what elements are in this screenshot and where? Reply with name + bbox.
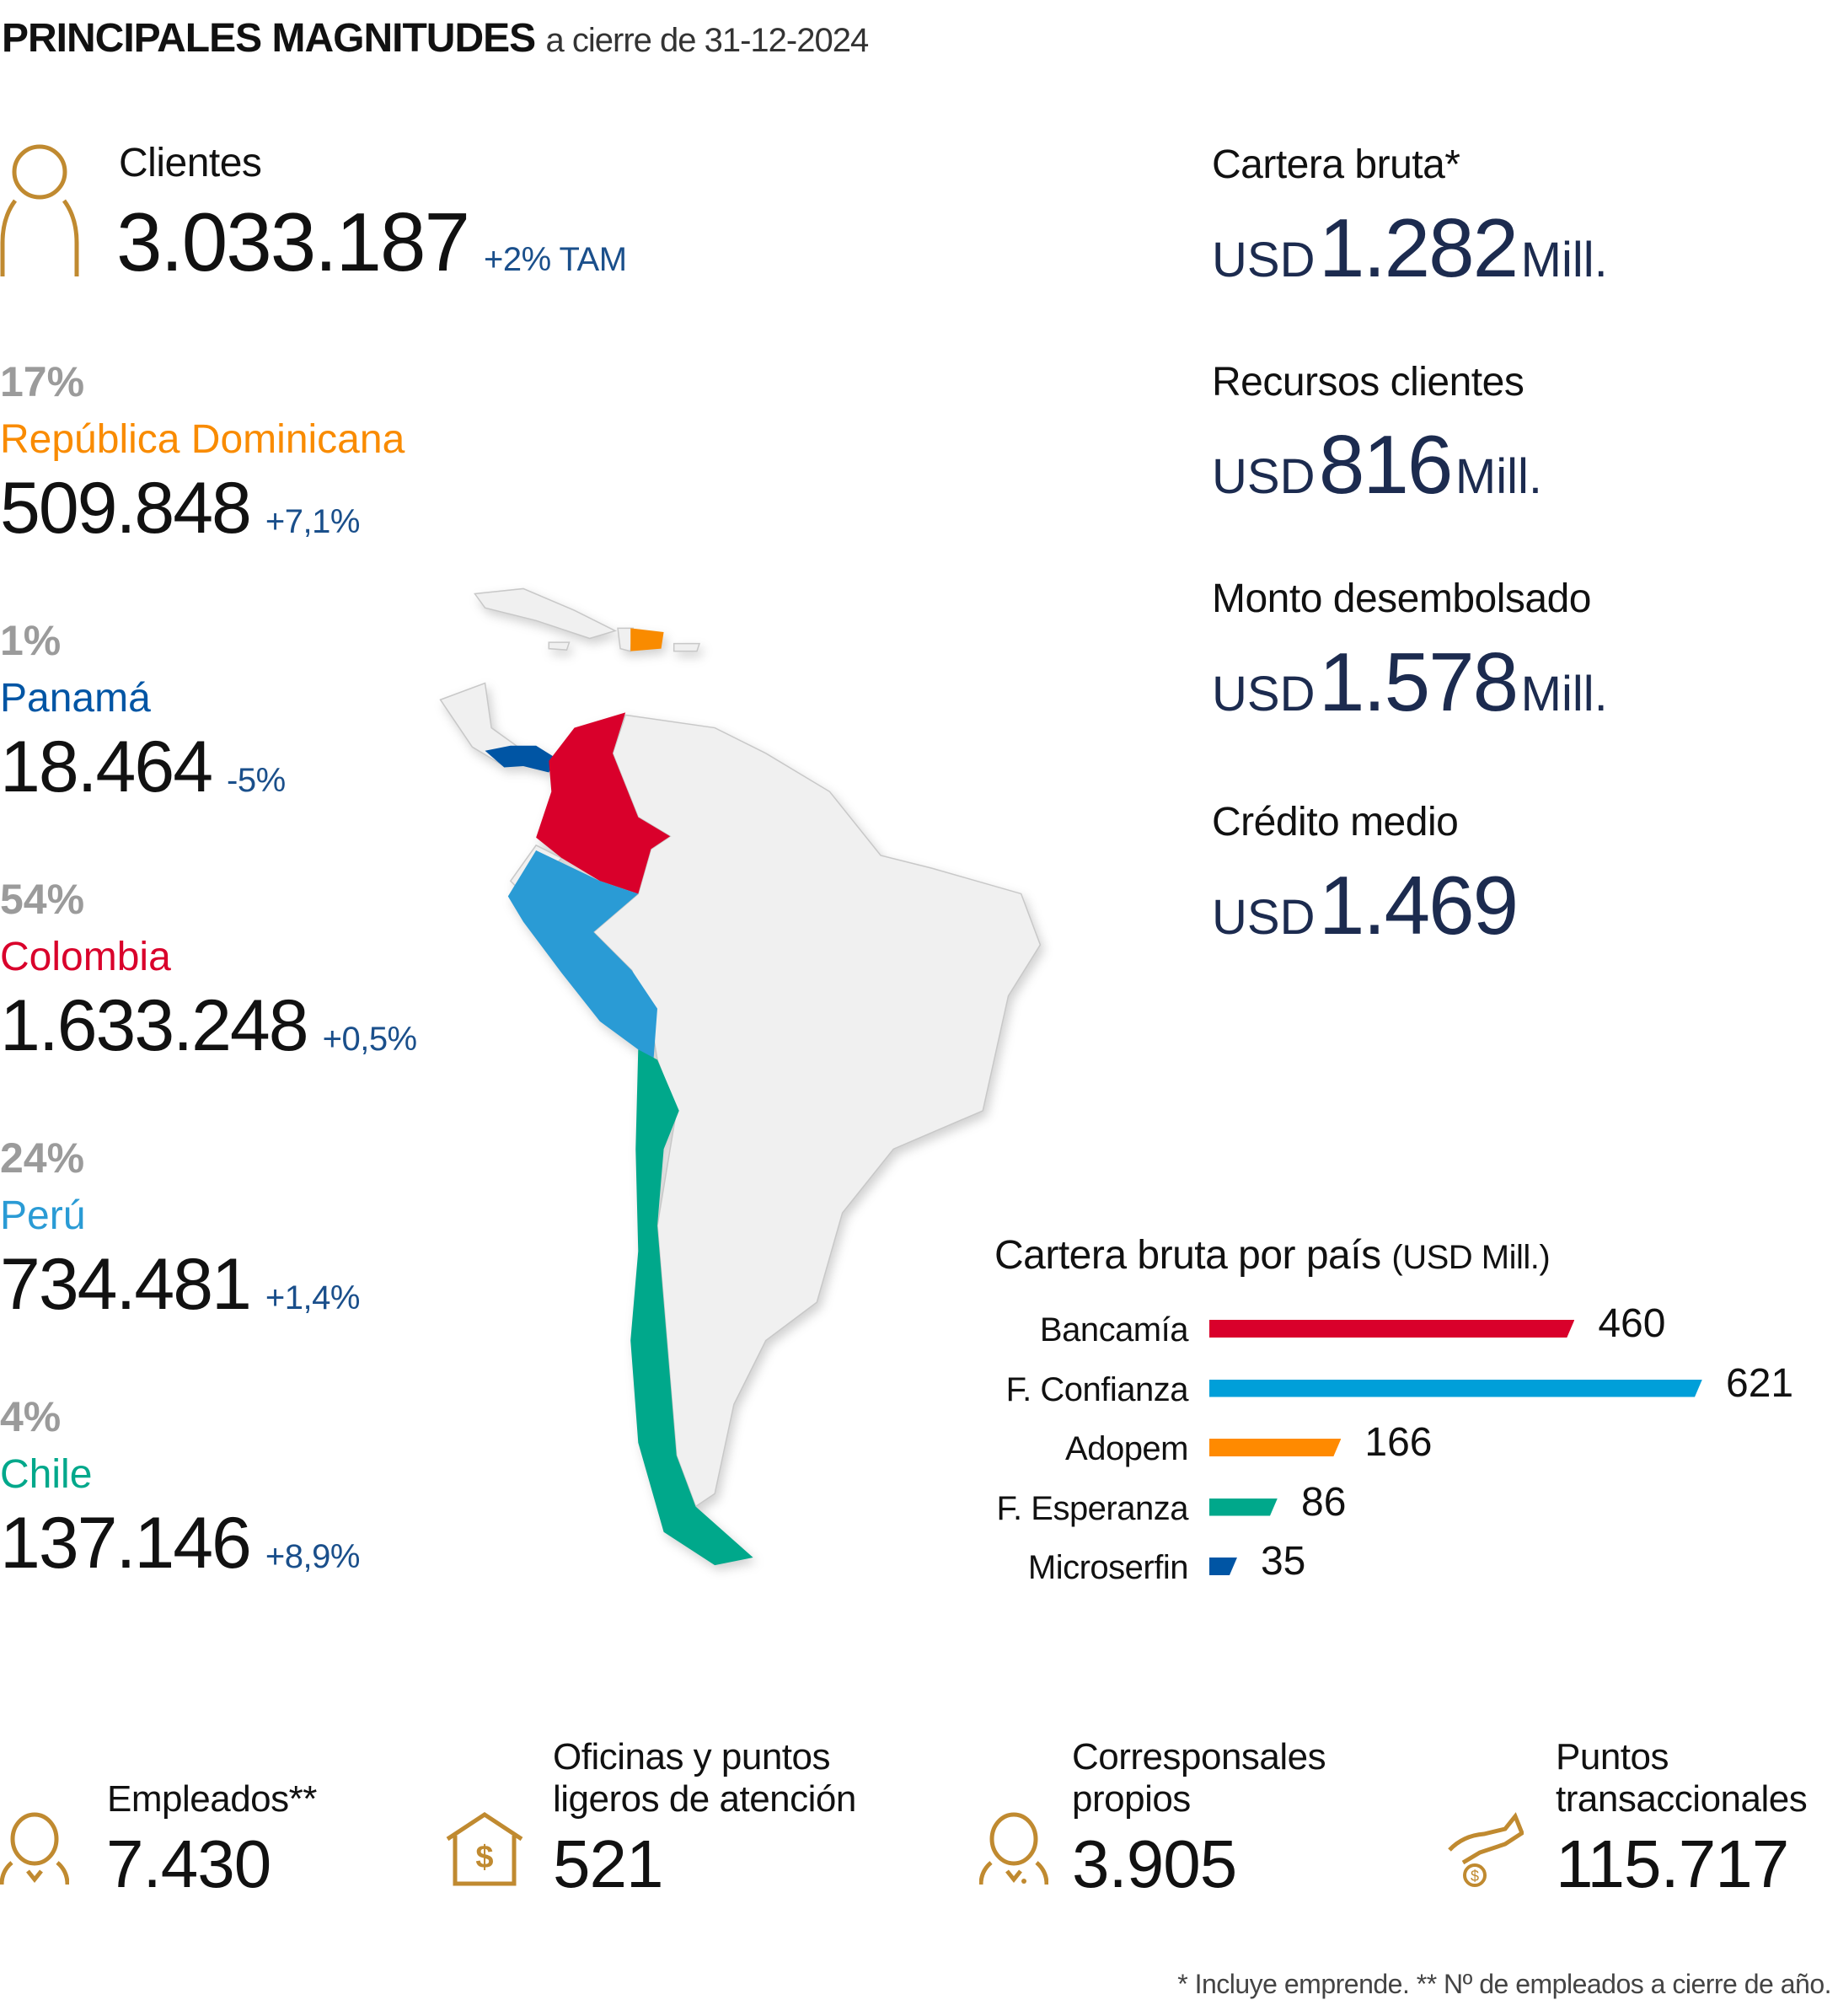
bar bbox=[1209, 1380, 1702, 1397]
country-clients: 1.633.248 +0,5% bbox=[0, 989, 417, 1062]
map-puerto-rico bbox=[673, 642, 701, 652]
country-share: 4% bbox=[0, 1393, 62, 1440]
map-jamaica bbox=[548, 641, 571, 651]
metric-label: Recursos clientes bbox=[1212, 360, 1525, 405]
page-title: PRINCIPALES MAGNITUDES a cierre de 31-12… bbox=[2, 16, 870, 61]
employee-icon bbox=[0, 1812, 69, 1885]
bar-label: F. Esperanza bbox=[996, 1489, 1189, 1527]
bar bbox=[1209, 1320, 1574, 1338]
bar-label: Bancamía bbox=[1039, 1311, 1189, 1348]
value: 816 bbox=[1318, 418, 1454, 511]
country-clients-value: 18.464 bbox=[0, 727, 213, 807]
employees-value: 7.430 bbox=[106, 1826, 271, 1901]
bar-label: F. Confianza bbox=[1005, 1370, 1189, 1408]
country-change: +8,9% bbox=[265, 1538, 361, 1575]
correspondents-value: 3.905 bbox=[1072, 1826, 1237, 1901]
offices-label: Oficinas y puntos ligeros de atención bbox=[553, 1736, 856, 1820]
bar-value: 460 bbox=[1598, 1301, 1666, 1346]
country-name: Chile bbox=[0, 1452, 93, 1497]
bar bbox=[1209, 1558, 1237, 1575]
country-name: República Dominicana bbox=[0, 417, 405, 462]
metric-value: USD 1.469 bbox=[1212, 864, 1519, 946]
bar-label: Adopem bbox=[1065, 1430, 1188, 1467]
map-panama bbox=[485, 745, 557, 773]
map-colombia bbox=[536, 712, 671, 894]
usd: USD bbox=[1212, 449, 1316, 504]
offices-value: 521 bbox=[553, 1826, 663, 1901]
country-name: Perú bbox=[0, 1193, 86, 1238]
country-name: Colombia bbox=[0, 935, 171, 979]
svg-text:$: $ bbox=[475, 1840, 493, 1875]
usd: USD bbox=[1212, 667, 1316, 721]
map-peru bbox=[507, 850, 658, 1060]
unit: Mill. bbox=[1520, 667, 1608, 721]
value: 1.578 bbox=[1318, 635, 1519, 728]
bar bbox=[1209, 1439, 1341, 1456]
value: 1.282 bbox=[1318, 201, 1519, 294]
metric-label: Monto desembolsado bbox=[1212, 576, 1591, 621]
metric-label: Cartera bruta* bbox=[1212, 142, 1460, 187]
usd: USD bbox=[1212, 890, 1316, 945]
title-main: PRINCIPALES MAGNITUDES bbox=[2, 16, 536, 61]
office-dollar-icon: $ bbox=[446, 1812, 523, 1886]
country-share: 54% bbox=[0, 876, 85, 923]
country-clients-value: 1.633.248 bbox=[0, 985, 309, 1066]
clients-total: 3.033.187 +2% TAM bbox=[116, 201, 627, 283]
metric-value: USD 1.282 Mill. bbox=[1212, 206, 1608, 289]
country-share: 17% bbox=[0, 358, 85, 405]
metric-label: Crédito medio bbox=[1212, 800, 1459, 844]
country-change: +0,5% bbox=[322, 1021, 418, 1058]
hand-coin-icon: $ bbox=[1448, 1812, 1524, 1887]
country-clients: 18.464 -5% bbox=[0, 731, 286, 803]
usd: USD bbox=[1212, 233, 1316, 287]
unit: Mill. bbox=[1455, 449, 1542, 504]
employees-label: Empleados** bbox=[107, 1778, 317, 1820]
country-share: 1% bbox=[0, 617, 62, 664]
clients-value: 3.033.187 bbox=[116, 196, 470, 288]
metric-value: USD 1.578 Mill. bbox=[1212, 641, 1608, 723]
transaction-points-value: 115.717 bbox=[1556, 1826, 1789, 1901]
clients-change: +2% TAM bbox=[483, 241, 627, 278]
chart-title-text: Cartera bruta por país bbox=[994, 1233, 1381, 1278]
unit: Mill. bbox=[1520, 233, 1608, 287]
bar-value: 166 bbox=[1364, 1420, 1433, 1465]
metric-value: USD 816 Mill. bbox=[1212, 423, 1542, 506]
country-clients: 137.146 +8,9% bbox=[0, 1507, 360, 1579]
country-clients: 734.481 +1,4% bbox=[0, 1248, 360, 1321]
clients-label: Clientes bbox=[119, 141, 262, 185]
bar-value: 621 bbox=[1726, 1360, 1794, 1406]
bar-value: 86 bbox=[1301, 1479, 1347, 1525]
country-clients: 509.848 +7,1% bbox=[0, 472, 360, 544]
chart-title: Cartera bruta por país (USD Mill.) bbox=[994, 1233, 1551, 1278]
correspondents-label: Corresponsales propios bbox=[1072, 1736, 1326, 1820]
country-clients-value: 509.848 bbox=[0, 468, 252, 549]
bar-value: 35 bbox=[1260, 1539, 1306, 1584]
country-share: 24% bbox=[0, 1134, 85, 1182]
country-name: Panamá bbox=[0, 676, 151, 721]
footnote: * Incluye emprende. ** Nº de empleados a… bbox=[1177, 1969, 1831, 1999]
map-dominican-republic bbox=[630, 628, 664, 651]
chart-unit: (USD Mill.) bbox=[1391, 1239, 1551, 1276]
country-clients-value: 734.481 bbox=[0, 1244, 252, 1325]
map-chile bbox=[630, 1049, 753, 1566]
bar-label: Microserfin bbox=[1027, 1549, 1189, 1586]
bar bbox=[1209, 1499, 1278, 1516]
country-clients-value: 137.146 bbox=[0, 1503, 252, 1584]
person-icon bbox=[0, 144, 79, 276]
country-change: -5% bbox=[227, 762, 286, 799]
title-date: a cierre de 31-12-2024 bbox=[545, 22, 870, 59]
country-change: +7,1% bbox=[265, 503, 361, 540]
agent-icon bbox=[979, 1812, 1048, 1885]
transaction-points-label: Puntos transaccionales bbox=[1556, 1736, 1808, 1820]
country-change: +1,4% bbox=[265, 1279, 361, 1316]
value: 1.469 bbox=[1318, 859, 1519, 952]
svg-text:$: $ bbox=[1471, 1868, 1479, 1885]
map-cuba bbox=[474, 587, 618, 640]
